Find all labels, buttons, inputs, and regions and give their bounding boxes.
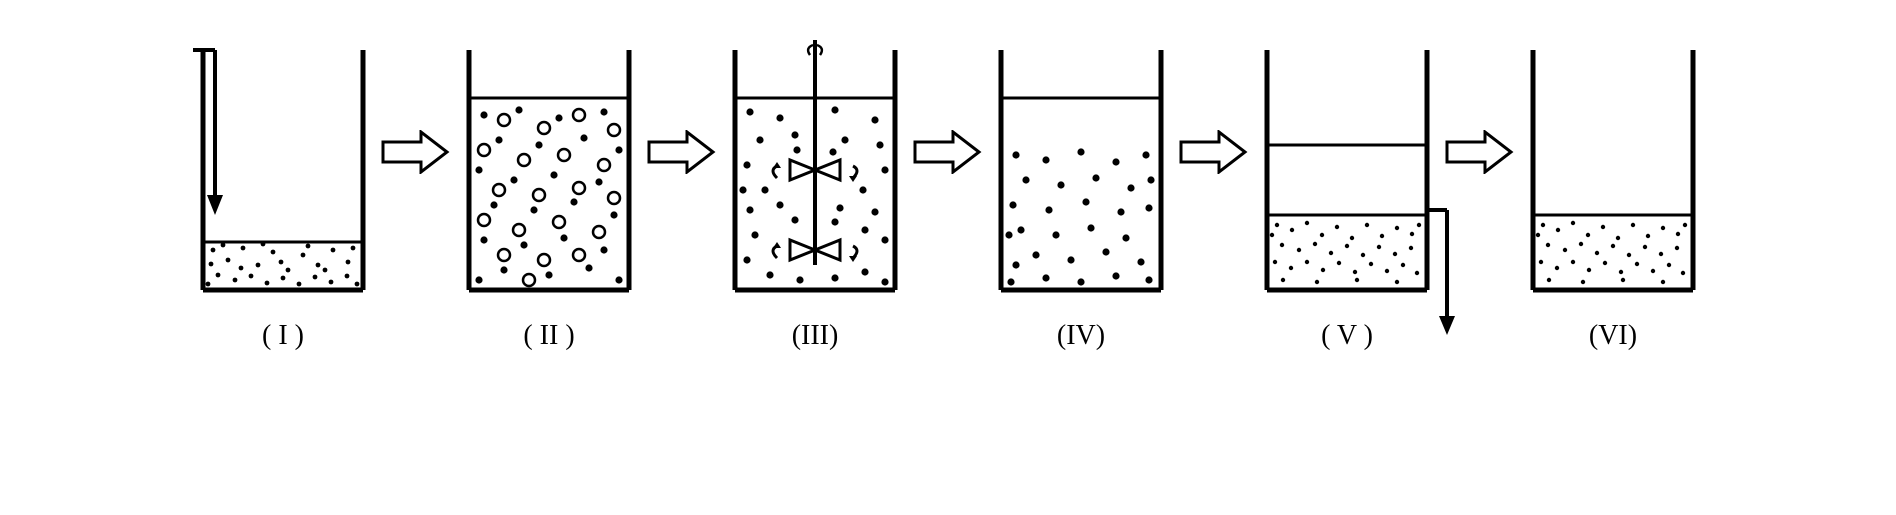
vessel-2 xyxy=(459,40,639,300)
vessel-6 xyxy=(1523,40,1703,300)
arrow-right-icon xyxy=(647,130,717,174)
vessel-3 xyxy=(725,40,905,300)
stage-label-6: (VI) xyxy=(1589,320,1637,352)
arrow-2-3 xyxy=(647,40,717,174)
arrow-4-5 xyxy=(1179,40,1249,174)
stage-1: ( I ) xyxy=(193,40,373,352)
vessel-4 xyxy=(991,40,1171,300)
vessel-1 xyxy=(193,40,373,300)
arrow-right-icon xyxy=(1179,130,1249,174)
arrow-right-icon xyxy=(381,130,451,174)
stage-4: (IV) xyxy=(991,40,1171,352)
stage-2: ( II ) xyxy=(459,40,639,352)
stage-6: (VI) xyxy=(1523,40,1703,352)
stage-label-4: (IV) xyxy=(1057,320,1105,352)
stage-label-3: (III) xyxy=(792,320,839,352)
stage-label-1: ( I ) xyxy=(262,320,304,352)
stage-5: ( V ) xyxy=(1257,40,1437,352)
stage-label-2: ( II ) xyxy=(523,320,574,352)
vessel-5 xyxy=(1257,40,1437,300)
process-diagram: ( I ) xyxy=(193,40,1703,352)
arrow-right-icon xyxy=(913,130,983,174)
stage-3: (III) xyxy=(725,40,905,352)
arrow-1-2 xyxy=(381,40,451,174)
arrow-3-4 xyxy=(913,40,983,174)
